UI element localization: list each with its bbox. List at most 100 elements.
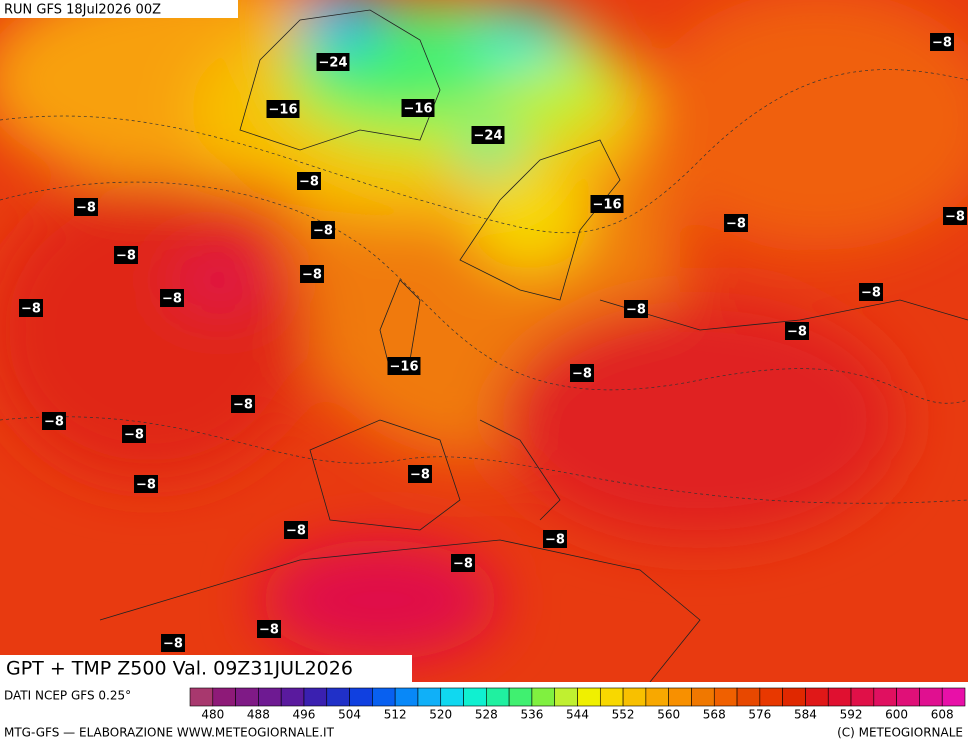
colorbar-swatch: [372, 687, 396, 707]
colorbar-label: 584: [794, 708, 817, 722]
contour-label: −16: [593, 198, 622, 213]
contour-label-box: [624, 300, 648, 318]
colorbar-swatch: [280, 687, 305, 707]
contour-label: −8: [299, 175, 319, 190]
source: DATI NCEP GFS 0.25°: [4, 689, 131, 703]
colorbar-swatch: [212, 687, 236, 707]
colorbar-swatch: [873, 687, 897, 707]
contour-label-box: [266, 100, 300, 118]
contour-label: −16: [390, 360, 419, 375]
contour-label: −8: [76, 201, 96, 216]
colorbar-swatch: [235, 687, 259, 707]
contour-label-box: [300, 265, 324, 283]
contour-label: −8: [410, 468, 430, 483]
colorbar-label: 512: [384, 708, 407, 722]
contour-label-box: [943, 207, 967, 225]
contour-label: −8: [21, 302, 41, 317]
contour-label-box: [42, 412, 66, 430]
contour-label-box: [570, 364, 594, 382]
colorbar-label: 568: [703, 708, 726, 722]
contour-label: −8: [259, 623, 279, 638]
contour-label-box: [257, 620, 281, 638]
colorbar-swatch: [668, 687, 692, 707]
colorbar-swatch: [691, 687, 715, 707]
contour-label-box: [161, 634, 185, 652]
map: −24 −16 −16 −24 −8 −8 −16 −8 −8 −8 −8 −8 −8 −8 −8 −8 −8 −…: [0, 0, 968, 682]
colorbar-label: 520: [429, 708, 452, 722]
contour-label-box: [134, 475, 158, 493]
colorbar-swatch: [508, 687, 533, 707]
colorbar-swatch: [303, 687, 328, 707]
colorbar-swatch: [326, 687, 350, 707]
colorbar-swatch: [645, 687, 669, 707]
colorbar-label: 504: [338, 708, 361, 722]
contour-label: −8: [286, 524, 306, 539]
contour-label: −16: [404, 102, 433, 117]
title-box: [0, 655, 412, 683]
contour-label-box: [543, 530, 567, 548]
credit-right: (C) METEOGIORNALE: [837, 726, 963, 740]
colorbar-swatch: [713, 687, 738, 707]
colorbar-label: 488: [247, 708, 270, 722]
contour-label: −8: [302, 268, 322, 283]
contour-label-box: [590, 195, 624, 213]
contour-label-box: [387, 357, 421, 375]
colorbar-label: 480: [201, 708, 224, 722]
colorbar-label: 560: [657, 708, 680, 722]
contour-label-box: [19, 299, 43, 317]
colorbar-swatch: [463, 687, 487, 707]
contour-label: −8: [44, 415, 64, 430]
contour-label-box: [311, 221, 335, 239]
colorbar-label: 608: [931, 708, 954, 722]
map-title: GPT + TMP Z500 Val. 09Z31JUL2026: [6, 658, 353, 680]
run-info: RUN GFS 18Jul2026 00Z: [4, 3, 161, 18]
colorbar-swatch: [782, 687, 806, 707]
colorbar: 480 488 496 504 512 520 528 536 544 552 560 568 576 5…: [189, 687, 966, 722]
contour-label-box: [408, 465, 432, 483]
header-box: [0, 0, 238, 18]
contour-label: −8: [313, 224, 333, 239]
contour-label: −8: [626, 303, 646, 318]
colorbar-label: 592: [840, 708, 863, 722]
colorbar-swatch: [919, 687, 943, 707]
credit-left: MTG-GFS — ELABORAZIONE WWW.METEOGIORNALE…: [4, 726, 335, 740]
contour-label: −8: [787, 325, 807, 340]
contour-label: −8: [861, 286, 881, 301]
colorbar-label: 536: [520, 708, 543, 722]
contour-label: −8: [124, 428, 144, 443]
contour-label: −8: [136, 478, 156, 493]
contour-label-box: [122, 425, 146, 443]
contour-label-box: [451, 554, 475, 572]
colorbar-label: 544: [566, 708, 589, 722]
colorbar-swatch: [599, 687, 624, 707]
contour-label-box: [74, 198, 98, 216]
contour-label-box: [297, 172, 321, 190]
contour-label: −8: [572, 367, 592, 382]
colorbar-swatch: [622, 687, 647, 707]
contour-label: −8: [932, 36, 952, 51]
colorbar-swatch: [577, 687, 601, 707]
colorbar-label: 600: [885, 708, 908, 722]
colorbar-swatch: [554, 687, 578, 707]
colorbar-swatch: [827, 687, 852, 707]
contour-label-box: [859, 283, 883, 301]
colorbar-swatch: [531, 687, 556, 707]
coastlines: [99, 9, 968, 682]
contour-label-box: [284, 521, 308, 539]
contour-label: −24: [474, 129, 503, 144]
contour-label: −24: [319, 56, 348, 71]
colorbar-swatch: [394, 687, 419, 707]
colorbar-swatch: [189, 687, 214, 707]
contour-label: −8: [162, 292, 182, 307]
colorbar-swatch: [417, 687, 442, 707]
contour-label: −8: [163, 637, 183, 652]
colorbar-swatch: [759, 687, 783, 707]
colorbar-swatch: [258, 687, 282, 707]
contour-label: −8: [233, 398, 253, 413]
contour-label-box: [401, 99, 435, 117]
colorbar-swatch: [896, 687, 920, 707]
contour-label-box: [785, 322, 809, 340]
contour-label: −8: [116, 249, 136, 264]
colorbar-label: 528: [475, 708, 498, 722]
contour-label: −8: [726, 217, 746, 232]
